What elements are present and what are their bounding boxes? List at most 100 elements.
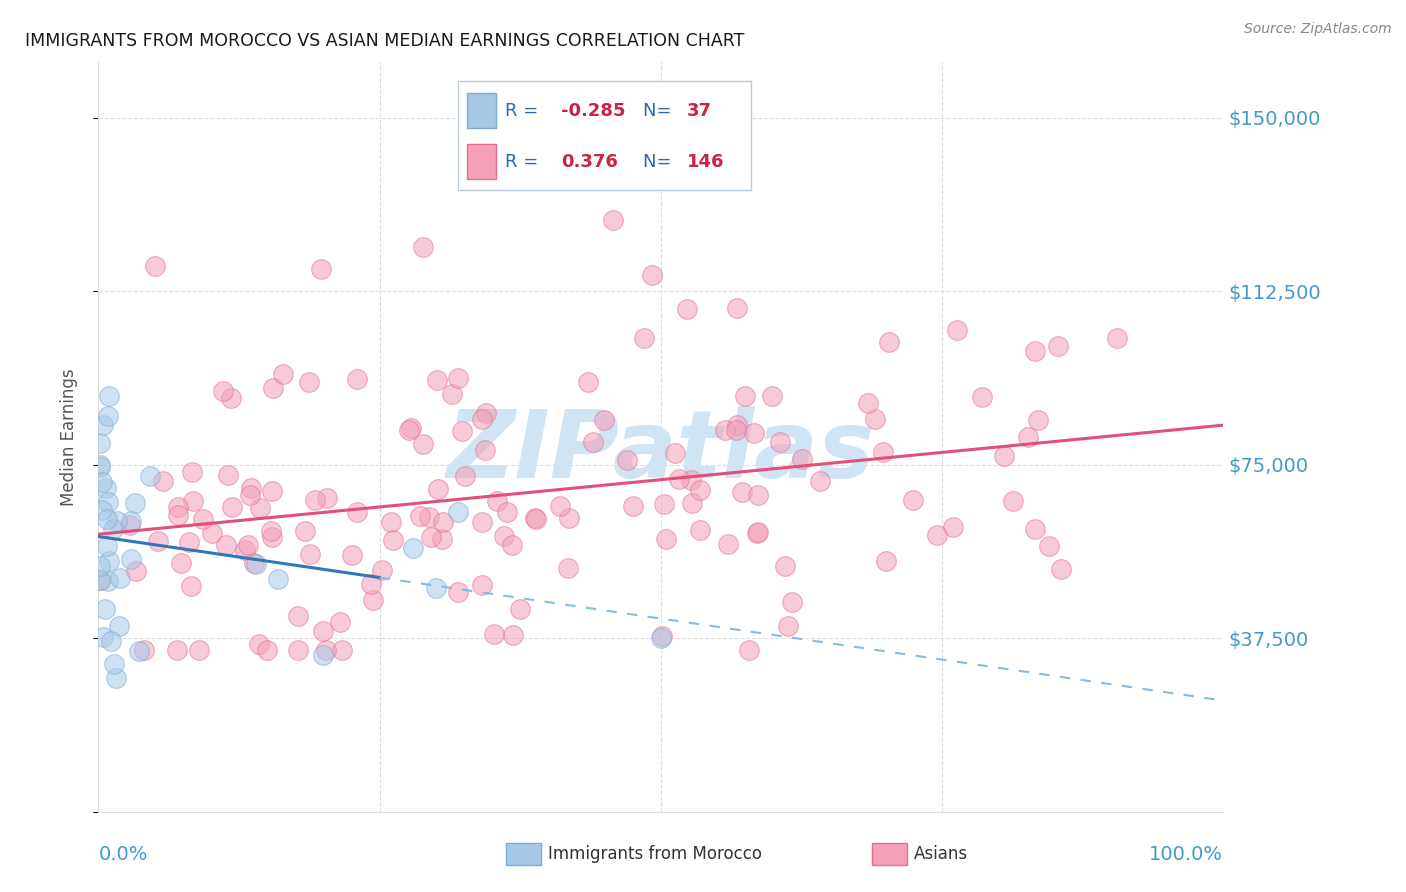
Point xyxy=(193,512,215,526)
Point xyxy=(738,643,761,657)
Point xyxy=(863,411,886,425)
Point xyxy=(132,643,155,657)
Point xyxy=(108,619,131,633)
Point xyxy=(418,509,440,524)
Point xyxy=(399,421,422,435)
Point xyxy=(212,384,235,399)
Point xyxy=(879,335,901,350)
Point xyxy=(484,627,506,641)
Point xyxy=(181,465,204,479)
Point xyxy=(105,515,128,529)
Point xyxy=(731,485,754,500)
Point xyxy=(593,412,616,426)
Point xyxy=(380,515,402,529)
Point xyxy=(901,493,924,508)
Point xyxy=(450,425,472,439)
Point xyxy=(96,512,118,526)
Point xyxy=(97,409,120,424)
Point xyxy=(315,491,337,505)
Point xyxy=(509,601,531,615)
Point xyxy=(118,518,141,533)
Point xyxy=(501,538,523,552)
Point xyxy=(243,557,266,571)
Point xyxy=(1017,430,1039,444)
Point xyxy=(89,559,111,574)
Point xyxy=(402,541,425,555)
Point xyxy=(1038,539,1060,553)
Point xyxy=(502,628,524,642)
Point xyxy=(664,445,686,459)
Text: Immigrants from Morocco: Immigrants from Morocco xyxy=(548,845,762,863)
Point xyxy=(471,412,494,426)
Point xyxy=(576,375,599,389)
Point xyxy=(582,435,605,450)
Point xyxy=(120,515,142,529)
Point xyxy=(640,268,662,283)
Y-axis label: Median Earnings: Median Earnings xyxy=(59,368,77,506)
Point xyxy=(745,526,768,541)
Point xyxy=(496,505,519,519)
Point xyxy=(312,624,335,638)
Point xyxy=(557,561,579,575)
Point xyxy=(689,524,711,538)
Point xyxy=(633,331,655,345)
Point xyxy=(993,449,1015,463)
Point xyxy=(315,642,337,657)
Point xyxy=(1050,562,1073,576)
Point xyxy=(382,533,405,548)
Point xyxy=(221,500,243,514)
Point xyxy=(91,630,114,644)
Point xyxy=(236,538,259,552)
Point xyxy=(471,516,494,530)
Point xyxy=(1001,494,1024,508)
Point xyxy=(946,322,969,336)
Point xyxy=(97,494,120,508)
Point xyxy=(167,508,190,522)
Point xyxy=(360,577,382,591)
Point xyxy=(398,423,420,437)
Point xyxy=(742,425,765,440)
Point xyxy=(651,629,673,643)
Point xyxy=(96,539,118,553)
Point xyxy=(98,388,121,402)
Point xyxy=(311,262,333,277)
Point xyxy=(180,578,202,592)
Point xyxy=(267,572,290,586)
Point xyxy=(294,524,316,539)
Point xyxy=(616,453,638,467)
Point xyxy=(1024,344,1046,359)
Point xyxy=(769,434,792,449)
Point xyxy=(271,367,294,381)
Point xyxy=(426,482,449,496)
Point xyxy=(446,585,468,599)
Point xyxy=(558,510,581,524)
Point xyxy=(128,644,150,658)
Point xyxy=(233,542,256,557)
Point xyxy=(361,593,384,607)
Point xyxy=(89,458,111,472)
Point xyxy=(856,395,879,409)
Point xyxy=(875,554,897,568)
Point xyxy=(330,643,353,657)
Point xyxy=(166,643,188,657)
Point xyxy=(747,524,769,539)
Point xyxy=(166,500,188,514)
Point xyxy=(120,551,142,566)
Point xyxy=(432,515,454,529)
Text: Source: ZipAtlas.com: Source: ZipAtlas.com xyxy=(1244,22,1392,37)
Point xyxy=(97,554,120,568)
Point xyxy=(240,481,263,495)
Point xyxy=(1024,522,1046,536)
Point xyxy=(298,375,321,389)
Point xyxy=(103,657,125,671)
Point xyxy=(970,390,993,404)
Point xyxy=(714,423,737,437)
Point xyxy=(523,510,546,524)
Point xyxy=(1046,339,1069,353)
Point xyxy=(432,533,454,547)
Point xyxy=(96,481,118,495)
Point xyxy=(304,493,326,508)
Point xyxy=(245,558,267,572)
Point xyxy=(761,389,783,403)
Point xyxy=(299,547,322,561)
